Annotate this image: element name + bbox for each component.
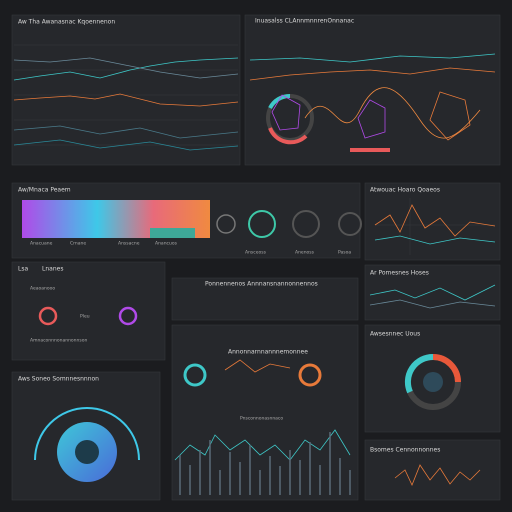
line xyxy=(13,93,239,107)
line xyxy=(174,429,351,461)
panel-title: Bsomes Cennonnonnes xyxy=(370,447,440,454)
line xyxy=(13,57,239,81)
panel-lines: Ar Pomesnes Hoses xyxy=(364,264,501,321)
tab[interactable]: Lnanes xyxy=(42,266,63,273)
network xyxy=(271,94,301,131)
ring xyxy=(38,306,58,326)
label: Crnane xyxy=(70,241,86,247)
ring xyxy=(298,363,322,387)
panel-network: Inuasalss CLAnnmnnrenOnnanac xyxy=(244,14,501,166)
radial-center xyxy=(75,440,99,464)
network xyxy=(429,91,471,141)
bars xyxy=(179,432,351,495)
panel-bg xyxy=(364,264,501,321)
line xyxy=(369,299,496,309)
ring-center xyxy=(423,372,443,392)
line xyxy=(374,235,496,245)
panel-bg xyxy=(364,182,501,261)
ring xyxy=(292,210,320,238)
panel-title: Aw/Mnaca Peaem xyxy=(18,187,71,194)
ring xyxy=(248,210,276,238)
panel-bg xyxy=(364,439,501,501)
ring-arc xyxy=(404,353,434,394)
panel-title: Aws Soneo Somnnesnnnon xyxy=(18,376,99,383)
area xyxy=(150,228,195,238)
panel-title: Ponnennenos Annnansnannonnennos xyxy=(205,281,318,288)
line xyxy=(13,57,239,79)
ring xyxy=(338,212,362,236)
label: Pleu xyxy=(80,314,90,320)
line xyxy=(249,67,496,81)
line xyxy=(224,359,291,373)
ring xyxy=(118,306,138,326)
subtitle: Aeaoanooo xyxy=(30,286,55,292)
panel-title: Atwouac Hoaro Qoaeos xyxy=(370,187,440,194)
line xyxy=(304,87,481,139)
panel-combo: Annonnarnnannnemonnee Pnsconnonasnnaco xyxy=(171,324,359,501)
panel-title: Ar Pomesnes Hoses xyxy=(370,270,429,277)
ring xyxy=(183,363,207,387)
panel-spark: Bsomes Cennonnonnes xyxy=(364,439,501,501)
line xyxy=(369,284,496,301)
network xyxy=(357,99,386,139)
arc xyxy=(34,407,140,461)
line xyxy=(249,53,496,63)
panel-bg xyxy=(11,261,166,361)
panel-title: Aw Tha Awanasnac Kqoennenon xyxy=(18,19,115,26)
panel-area: Aw/Mnaca Peaem Anacuane Crnane Anssacne … xyxy=(11,182,362,259)
label: Pasoa xyxy=(338,250,351,256)
footer: Amnaconnnonannonnson xyxy=(30,338,87,344)
panel-trend: Aw Tha Awanasnac Kqoennenon xyxy=(11,14,241,166)
line xyxy=(13,139,239,151)
panel-title: Awsesnnec Uous xyxy=(370,331,420,338)
line xyxy=(394,464,481,487)
panel-bg xyxy=(11,14,241,166)
ring-arc xyxy=(268,127,308,145)
panel-gauge: Awsesnnec Uous xyxy=(364,324,501,433)
ring-arc xyxy=(432,354,461,383)
label: Anancuos xyxy=(155,241,178,247)
panel-radial: Aws Soneo Somnnesnnnon xyxy=(11,371,161,501)
line xyxy=(374,204,496,237)
label: Anssacne xyxy=(118,241,140,247)
line xyxy=(13,125,239,139)
panel-title: Annonnarnnannnemonnee xyxy=(228,349,308,356)
ring-arc xyxy=(268,93,291,110)
panel-banner: Ponnennenos Annnansnannonnennos xyxy=(171,277,359,321)
label: Anenoss xyxy=(295,250,315,256)
panel-title: Inuasalss CLAnnmnnrenOnnanac xyxy=(255,18,354,25)
panel-scatter: Atwouac Hoaro Qoaeos xyxy=(364,182,501,261)
label: Ansceoss xyxy=(245,250,267,256)
label: Anacuane xyxy=(30,241,53,247)
panel-gauges: Lsa Lnanes Aeaoanooo Pleu Amnaconnnonann… xyxy=(11,261,166,361)
panel-bg xyxy=(171,324,359,501)
ring xyxy=(216,214,236,234)
panel-bg xyxy=(171,277,359,321)
subtitle: Pnsconnonasnnaco xyxy=(240,416,283,422)
tab[interactable]: Lsa xyxy=(18,266,28,273)
